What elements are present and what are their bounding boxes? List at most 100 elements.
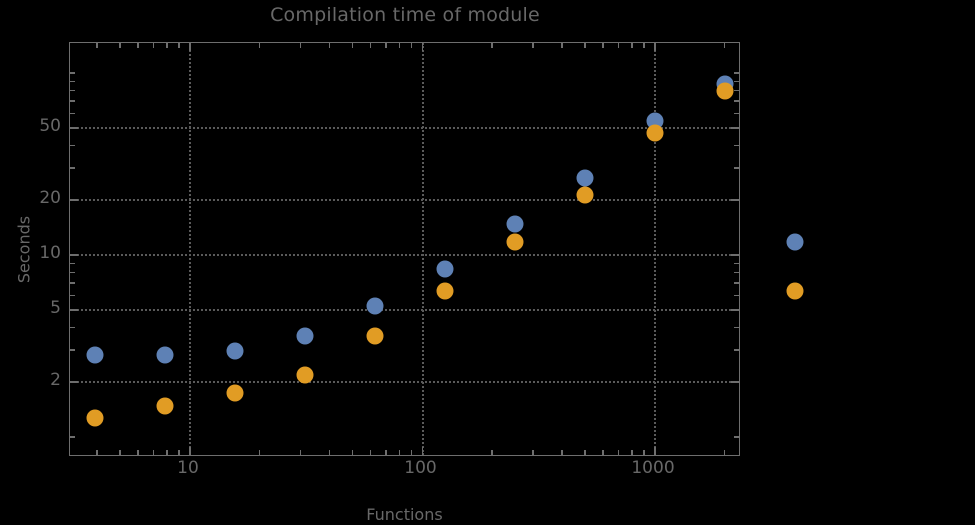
x-axis-tick-labels: 10 100 1000 <box>69 458 740 484</box>
gridline-horizontal <box>70 127 739 129</box>
plot-area <box>69 42 740 456</box>
x-axis-tick <box>654 43 656 51</box>
gridline-horizontal <box>70 381 739 384</box>
x-axis-tick <box>654 447 656 455</box>
data-point[interactable] <box>576 169 594 187</box>
y-axis-tick <box>70 167 75 169</box>
x-axis-tick <box>369 43 372 48</box>
x-axis-tick <box>258 450 261 455</box>
y-axis-tick <box>731 199 739 201</box>
y-axis-tick <box>734 294 739 297</box>
x-axis-tick <box>299 450 302 455</box>
x-axis-tick <box>584 43 586 48</box>
x-axis-tick <box>398 450 401 455</box>
x-axis-tick <box>723 450 726 455</box>
x-axis-tick <box>398 43 401 48</box>
x-axis-tick <box>96 43 98 48</box>
y-axis-tick <box>731 309 739 311</box>
x-axis-tick <box>137 450 139 455</box>
x-axis-tick <box>561 450 563 455</box>
y-axis-tick <box>734 80 739 83</box>
data-point[interactable] <box>296 366 314 384</box>
x-axis-tick <box>166 43 168 48</box>
x-axis-tick-label: 10 <box>177 458 199 478</box>
data-point[interactable] <box>86 409 104 427</box>
y-axis-tick <box>70 199 78 201</box>
x-axis-tick <box>643 43 645 48</box>
y-axis-tick <box>70 282 75 284</box>
y-axis-tick <box>70 349 75 351</box>
data-point[interactable] <box>156 346 174 364</box>
x-axis-tick <box>166 450 168 455</box>
x-axis-tick <box>178 450 180 455</box>
y-axis-tick <box>70 271 75 274</box>
y-axis-tick <box>734 326 739 329</box>
y-axis-tick <box>70 100 75 102</box>
x-axis-title: Functions <box>366 505 443 524</box>
x-axis-tick <box>189 447 191 455</box>
y-axis-tick <box>734 167 739 169</box>
data-point[interactable] <box>156 397 174 415</box>
y-axis-tick-labels: 50 20 10 5 2 <box>0 42 61 456</box>
data-point[interactable] <box>506 233 524 251</box>
x-axis-tick <box>602 450 604 455</box>
y-axis-tick <box>734 72 739 74</box>
y-axis-tick <box>70 80 75 83</box>
y-axis-tick <box>734 349 739 351</box>
x-axis-tick <box>351 450 353 455</box>
x-axis-tick <box>561 43 563 48</box>
data-point[interactable] <box>716 82 734 100</box>
y-axis-tick <box>734 100 739 102</box>
y-axis-tick <box>734 282 739 284</box>
x-axis-tick <box>189 43 191 51</box>
x-axis-tick <box>421 43 423 51</box>
y-axis-tick <box>70 112 75 115</box>
data-point[interactable] <box>576 186 594 204</box>
data-point[interactable] <box>436 260 454 278</box>
data-point[interactable] <box>436 282 454 300</box>
x-axis-tick <box>328 43 331 48</box>
data-point[interactable] <box>786 233 804 251</box>
y-axis-tick <box>731 254 739 256</box>
gridline-vertical <box>654 43 656 455</box>
y-axis-tick-label: 10 <box>39 243 61 264</box>
x-axis-tick <box>723 43 726 48</box>
x-axis-tick <box>491 43 493 48</box>
data-point[interactable] <box>646 124 664 142</box>
gridline-horizontal <box>70 254 739 257</box>
y-axis-tick-label: 50 <box>39 116 61 136</box>
x-axis-tick <box>491 450 493 455</box>
data-point[interactable] <box>226 384 244 402</box>
y-axis-tick <box>70 127 78 129</box>
x-axis-tick <box>369 450 372 455</box>
data-point[interactable] <box>86 346 104 364</box>
y-axis-tick <box>70 309 78 311</box>
x-axis-tick <box>584 450 586 455</box>
x-axis-tick <box>410 43 413 48</box>
x-axis-tick <box>328 450 331 455</box>
data-point[interactable] <box>506 215 524 233</box>
y-axis-tick-label: 20 <box>39 188 61 209</box>
data-point[interactable] <box>366 327 384 345</box>
x-axis-tick <box>119 450 121 455</box>
x-axis-tick <box>631 450 633 455</box>
y-axis-tick <box>734 262 739 265</box>
data-point[interactable] <box>786 282 804 300</box>
y-axis-tick <box>70 381 78 383</box>
y-axis-tick <box>70 144 75 147</box>
gridline-vertical <box>189 43 191 455</box>
gridline-horizontal <box>70 309 739 311</box>
data-point[interactable] <box>366 297 384 315</box>
y-axis-tick <box>70 294 75 297</box>
y-axis-tick <box>70 326 75 329</box>
x-axis-tick <box>152 43 155 48</box>
x-axis-tick <box>385 450 387 455</box>
x-axis-tick <box>385 43 387 48</box>
x-axis-tick <box>258 43 261 48</box>
data-point[interactable] <box>226 342 244 360</box>
y-axis-tick <box>731 381 739 383</box>
data-point[interactable] <box>296 327 314 345</box>
x-axis-tick <box>410 450 413 455</box>
